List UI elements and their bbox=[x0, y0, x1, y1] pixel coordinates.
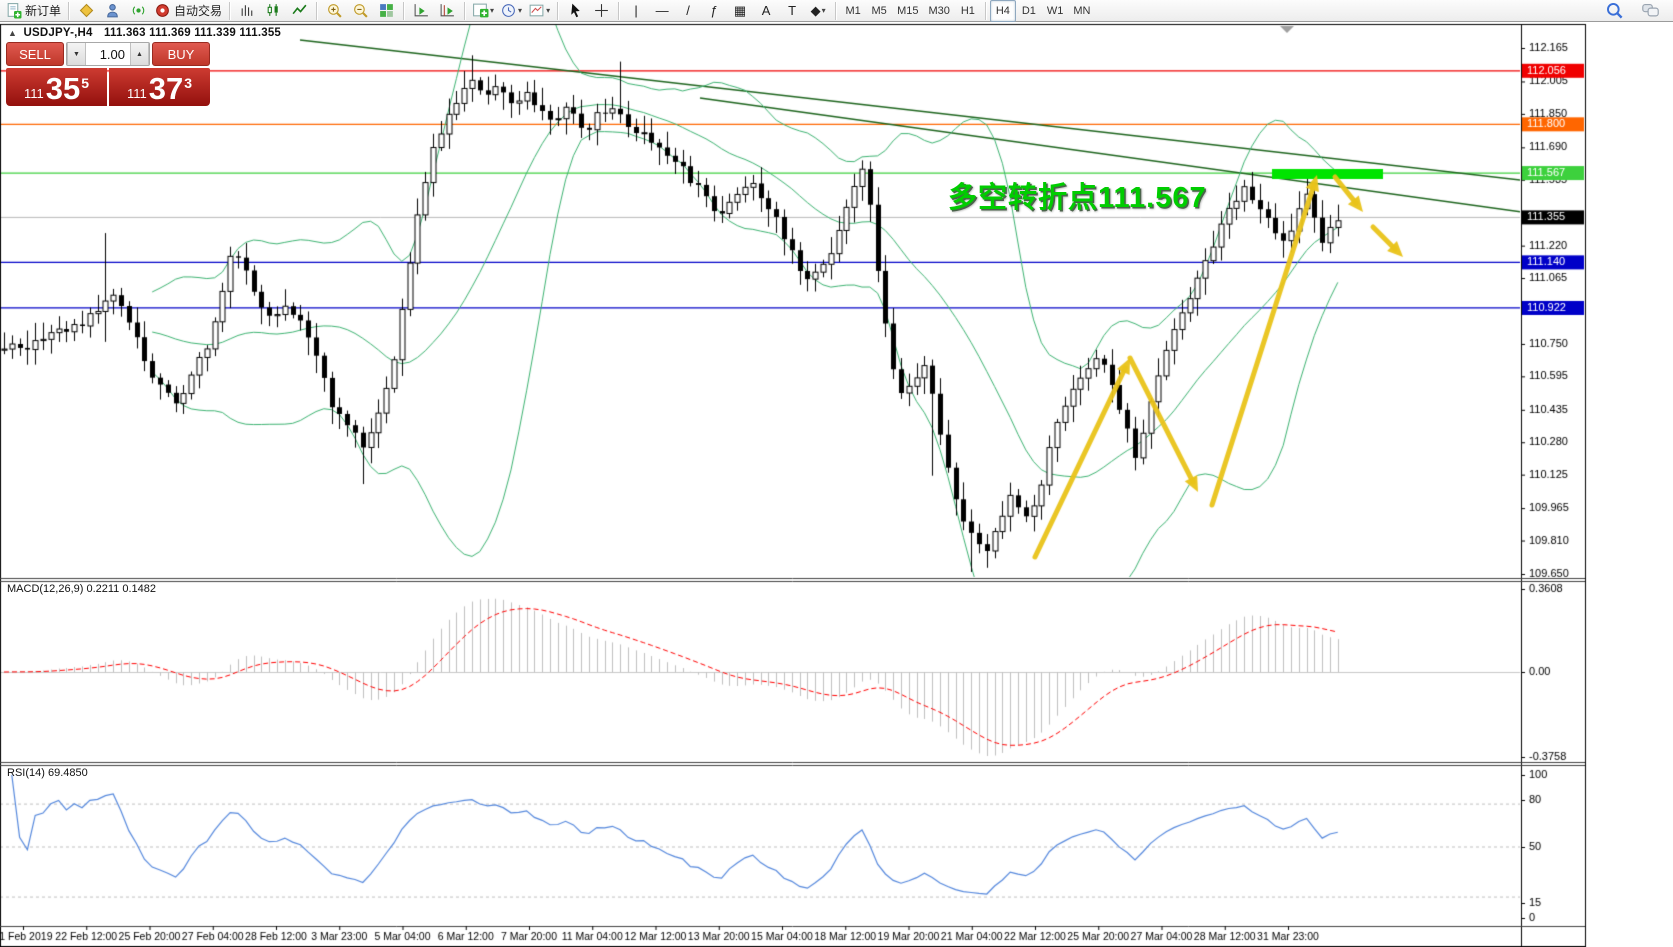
collapse-triangle-icon[interactable]: ▲ bbox=[8, 28, 18, 38]
volume-spinner: ▼ 1.00 ▲ bbox=[66, 42, 150, 66]
chart-title: ▲ USDJPY-,H4 111.363 111.369 111.339 111… bbox=[8, 27, 281, 39]
periods-button[interactable]: ▾ bbox=[497, 0, 525, 22]
buy-price-prefix: 111 bbox=[126, 86, 147, 101]
horizontal-line-button[interactable]: — bbox=[655, 2, 669, 18]
tile-windows-button[interactable] bbox=[373, 0, 399, 22]
chart-shift-button[interactable] bbox=[434, 0, 460, 22]
volume-decrease-button[interactable]: ▼ bbox=[67, 43, 86, 65]
buy-price-sup: 3 bbox=[184, 75, 193, 91]
buy-price-display[interactable]: 111 37 3 bbox=[109, 68, 210, 106]
tf-d1-button[interactable]: D1 bbox=[1021, 4, 1036, 17]
market-watch-icon[interactable] bbox=[99, 0, 125, 22]
tf-m30-button[interactable]: M30 bbox=[928, 4, 950, 17]
tf-m1-button[interactable]: M1 bbox=[845, 4, 861, 17]
autotrading-button[interactable]: 自动交易 bbox=[151, 0, 225, 22]
signals-icon[interactable] bbox=[125, 0, 151, 22]
indicators-button[interactable]: ▾ bbox=[469, 0, 497, 22]
toolbar: 新订单 自动交易 ▾ ▾ ▾ | — / ƒ ▦ A T ◆ ▾ M1 M5 M15 M30 H1 H4 D1 W1 MN bbox=[0, 0, 1673, 22]
symbol-period-label: USDJPY-,H4 bbox=[23, 27, 93, 39]
profiles-icon[interactable] bbox=[73, 0, 99, 22]
zoom-out-button[interactable] bbox=[347, 0, 373, 22]
volume-input[interactable]: 1.00 bbox=[99, 47, 125, 62]
tf-w1-button[interactable]: W1 bbox=[1046, 4, 1064, 17]
toolbar-separator bbox=[403, 1, 405, 20]
new-order-button[interactable]: 新订单 bbox=[2, 0, 64, 22]
tf-m5-button[interactable]: M5 bbox=[871, 4, 887, 17]
toolbar-separator bbox=[984, 1, 986, 20]
tf-mn-button[interactable]: MN bbox=[1073, 4, 1091, 17]
toolbar-separator bbox=[68, 1, 70, 20]
trendline-button[interactable]: / bbox=[686, 2, 690, 18]
toolbar-separator bbox=[557, 1, 559, 20]
templates-button[interactable]: ▾ bbox=[525, 0, 553, 22]
tf-h4-button[interactable]: H4 bbox=[989, 0, 1016, 22]
buy-price-main: 37 bbox=[148, 71, 184, 106]
chat-icon[interactable] bbox=[1637, 0, 1663, 22]
bar-chart-button[interactable] bbox=[234, 0, 260, 22]
sell-price-display[interactable]: 111 35 5 bbox=[6, 68, 107, 106]
toolbar-separator bbox=[835, 1, 837, 20]
candlestick-chart-button[interactable] bbox=[260, 0, 286, 22]
auto-scroll-button[interactable] bbox=[408, 0, 434, 22]
pivot-annotation-text: 多空转折点111.567 bbox=[948, 182, 1207, 214]
tf-m15-button[interactable]: M15 bbox=[897, 4, 919, 17]
tf-h1-button[interactable]: H1 bbox=[960, 4, 975, 17]
zoom-in-button[interactable] bbox=[321, 0, 347, 22]
sell-price-sup: 5 bbox=[81, 75, 90, 91]
text-label-button[interactable]: T bbox=[788, 2, 797, 18]
fibonacci-button[interactable]: ƒ bbox=[710, 2, 718, 18]
volume-increase-button[interactable]: ▲ bbox=[130, 43, 149, 65]
text-button[interactable]: A bbox=[761, 2, 771, 18]
cursor-button[interactable] bbox=[562, 0, 588, 22]
rsi-indicator-label: RSI(14) 69.4850 bbox=[7, 767, 88, 779]
vertical-line-button[interactable]: | bbox=[634, 2, 638, 18]
macd-indicator-label: MACD(12,26,9) 0.2211 0.1482 bbox=[7, 583, 156, 595]
sell-price-prefix: 111 bbox=[23, 86, 44, 101]
shapes-button[interactable]: ◆ ▾ bbox=[810, 2, 826, 18]
search-icon[interactable] bbox=[1601, 0, 1627, 22]
toolbar-separator bbox=[229, 1, 231, 20]
toolbar-separator bbox=[316, 1, 318, 20]
line-chart-button[interactable] bbox=[286, 0, 312, 22]
crosshair-button[interactable] bbox=[588, 0, 614, 22]
toolbar-separator bbox=[464, 1, 466, 20]
sell-price-main: 35 bbox=[45, 71, 81, 106]
buy-button[interactable]: BUY bbox=[152, 42, 210, 66]
grid-button[interactable]: ▦ bbox=[733, 2, 747, 18]
toolbar-separator bbox=[618, 1, 620, 20]
ohlc-values: 111.363 111.369 111.339 111.355 bbox=[104, 27, 282, 39]
sell-button[interactable]: SELL bbox=[6, 42, 64, 66]
one-click-trading-panel: SELL ▼ 1.00 ▲ BUY 111 35 5 111 37 3 bbox=[6, 42, 210, 106]
